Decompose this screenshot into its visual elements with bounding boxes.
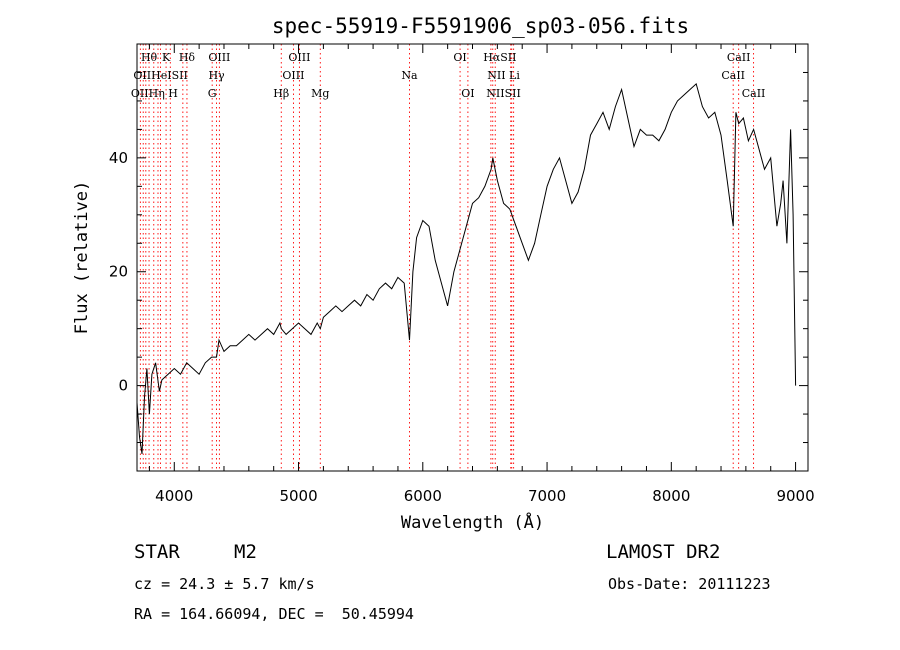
x-tick-label: 9000 [776, 487, 814, 505]
line-id-label: OIII [208, 51, 230, 64]
line-id-label: OIIHeISII [133, 69, 187, 82]
ra-dec: RA = 164.66094, DEC = 50.45994 [134, 605, 414, 623]
x-axis-label: Wavelength (Å) [401, 511, 544, 533]
object-subclass: M2 [234, 541, 257, 563]
line-id-label: NII Li [487, 69, 520, 82]
observation-date: Obs-Date: 20111223 [608, 575, 771, 593]
x-tick-label: 8000 [652, 487, 690, 505]
line-id-label: Na [401, 69, 418, 82]
line-id-label: K [162, 51, 171, 64]
line-id-label: OI [453, 51, 466, 64]
x-tick-label: 7000 [528, 487, 566, 505]
x-tick-label: 5000 [279, 487, 317, 505]
chart-title: spec-55919-F5591906_sp03-056.fits [272, 14, 689, 38]
line-id-label: Mg [311, 87, 329, 100]
line-id-label: Hγ [208, 69, 225, 82]
line-id-label: CaII [742, 87, 766, 100]
survey-label: LAMOST DR2 [606, 541, 721, 563]
x-tick-label: 6000 [404, 487, 442, 505]
line-id-label: HαSII [483, 51, 516, 64]
redshift-cz: cz = 24.3 ± 5.7 km/s [134, 575, 315, 593]
x-tick-label: 4000 [155, 487, 193, 505]
y-axis-label: Flux (relative) [72, 181, 92, 335]
object-class: STAR [134, 541, 180, 563]
spectrum-series-line [136, 82, 797, 454]
line-id-label: G [208, 87, 217, 100]
y-tick-label: 20 [109, 263, 128, 281]
line-id-label: Hθ [141, 51, 158, 64]
line-id-label: OIIHη H [131, 87, 178, 100]
line-id-label: OIII [282, 69, 304, 82]
plot-frame [136, 43, 809, 472]
line-id-label: CaII [721, 69, 745, 82]
y-tick-label: 40 [109, 149, 128, 167]
line-id-label: CaII [727, 51, 751, 64]
line-id-label: Hδ [179, 51, 196, 64]
line-id-label: OIII [288, 51, 310, 64]
line-id-label: OI [461, 87, 474, 100]
y-tick-label: 0 [118, 377, 128, 395]
line-id-label: Hβ [273, 87, 289, 100]
line-id-label: NIISII [486, 87, 521, 100]
